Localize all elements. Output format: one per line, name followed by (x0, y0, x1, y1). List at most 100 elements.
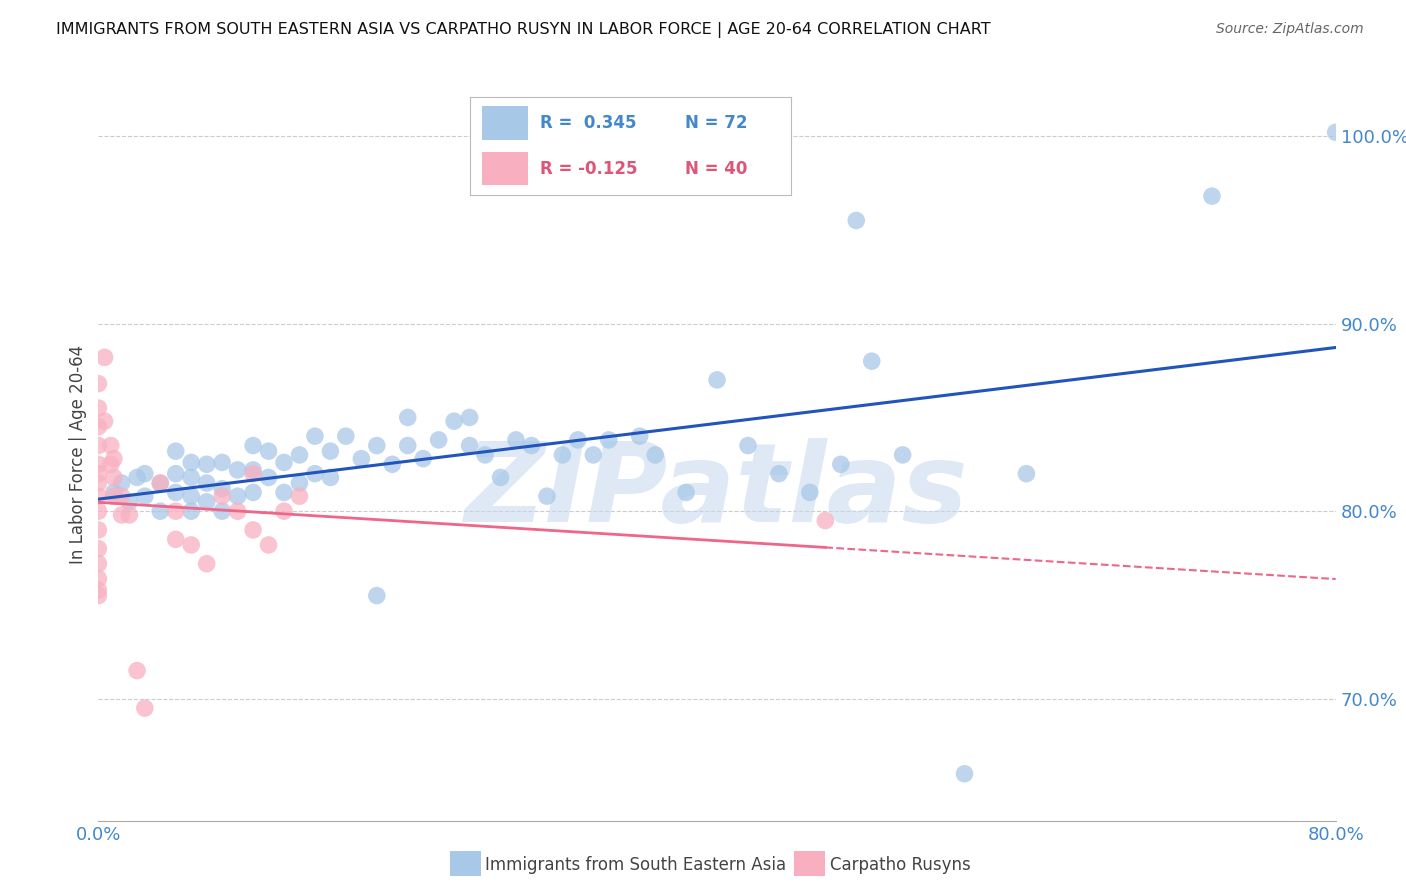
Y-axis label: In Labor Force | Age 20-64: In Labor Force | Age 20-64 (69, 345, 87, 565)
Point (396, 410, 419, 425)
Point (257, 538, 280, 552)
Point (111, 476, 132, 491)
Point (1201, 189, 1223, 203)
Point (195, 458, 218, 472)
Point (87, 467, 110, 481)
Point (226, 463, 249, 477)
Point (165, 485, 187, 500)
Text: Source: ZipAtlas.com: Source: ZipAtlas.com (1216, 22, 1364, 37)
Point (706, 373, 728, 387)
Point (799, 485, 821, 500)
Point (505, 433, 527, 447)
Point (134, 467, 156, 481)
Point (412, 451, 434, 466)
Point (953, 766, 976, 780)
Point (288, 448, 311, 462)
Point (87, 376, 110, 391)
Point (226, 489, 249, 503)
Point (598, 433, 620, 447)
Text: Carpatho Rusyns: Carpatho Rusyns (830, 856, 970, 874)
Point (350, 451, 373, 466)
Point (87, 504, 110, 518)
Point (304, 467, 326, 481)
Point (87, 401, 110, 415)
Point (87, 419, 110, 434)
Point (458, 410, 481, 425)
Point (536, 489, 558, 503)
Point (195, 495, 218, 509)
Text: Immigrants from South Eastern Asia: Immigrants from South Eastern Asia (485, 856, 786, 874)
Point (134, 701, 156, 715)
Point (582, 448, 605, 462)
Point (474, 448, 496, 462)
Point (134, 489, 156, 503)
Point (366, 438, 388, 452)
Point (335, 429, 357, 443)
Point (644, 448, 666, 462)
Point (737, 438, 759, 452)
Point (273, 455, 295, 469)
Point (427, 433, 450, 447)
Point (860, 354, 883, 368)
Point (366, 589, 388, 603)
Point (1324, 125, 1347, 139)
Point (443, 414, 465, 428)
Point (891, 448, 914, 462)
Point (226, 504, 249, 518)
Point (675, 485, 697, 500)
Point (628, 429, 651, 443)
Point (149, 476, 172, 491)
Point (180, 455, 202, 469)
Point (87, 541, 110, 556)
Point (319, 470, 342, 484)
Point (100, 458, 122, 472)
Point (195, 557, 218, 571)
Point (165, 504, 187, 518)
Point (103, 489, 125, 503)
Point (87, 438, 110, 452)
Point (149, 476, 172, 491)
Text: ZIPatlas: ZIPatlas (465, 438, 969, 545)
Point (127, 470, 149, 484)
Point (103, 451, 125, 466)
Point (242, 523, 264, 537)
Point (87, 572, 110, 586)
Point (1015, 467, 1038, 481)
Point (489, 470, 512, 484)
Point (180, 489, 202, 503)
Point (211, 482, 233, 496)
Text: IMMIGRANTS FROM SOUTH EASTERN ASIA VS CARPATHO RUSYN IN LABOR FORCE | AGE 20-64 : IMMIGRANTS FROM SOUTH EASTERN ASIA VS CA… (56, 22, 991, 38)
Point (165, 533, 187, 547)
Point (304, 429, 326, 443)
Point (242, 467, 264, 481)
Point (111, 508, 132, 522)
Point (273, 504, 295, 518)
Point (211, 455, 233, 469)
Point (273, 485, 295, 500)
Point (118, 508, 141, 522)
Point (93, 351, 115, 365)
Point (180, 504, 202, 518)
Point (567, 433, 589, 447)
Point (458, 438, 481, 452)
Point (211, 489, 233, 503)
Point (93, 414, 115, 428)
Point (288, 476, 311, 491)
Point (242, 438, 264, 452)
Point (87, 589, 110, 603)
Point (87, 557, 110, 571)
Point (520, 438, 543, 452)
Point (319, 444, 342, 458)
Point (257, 444, 280, 458)
Point (551, 448, 574, 462)
Point (211, 504, 233, 518)
Point (830, 458, 852, 472)
Point (396, 438, 419, 452)
Point (768, 467, 790, 481)
Point (103, 485, 125, 500)
Point (242, 485, 264, 500)
Point (100, 438, 122, 452)
Point (242, 463, 264, 477)
Point (165, 467, 187, 481)
Point (180, 538, 202, 552)
